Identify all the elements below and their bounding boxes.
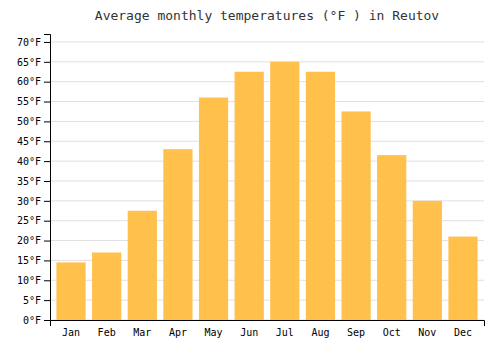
y-tick: 35°F [17,176,50,187]
y-tick-mark [44,42,50,43]
y-tick-label: 20°F [17,235,41,246]
y-tick-mark [44,201,50,202]
y-tick-mark [44,62,50,63]
bar [235,72,264,320]
title: Average monthly temperatures (°F ) in Re… [95,8,440,23]
y-tick-label: 10°F [17,275,41,286]
x-axis: Jan Feb Mar Apr May Jun Jul Aug Sep Oct Nov Dec [51,321,485,339]
grid [50,42,484,320]
bar [413,201,442,320]
bars [56,62,477,320]
y-tick-label: 5°F [23,295,41,306]
plot: 0°F 5°F 10°F 15°F 20°F 25°F 30°F 35°F 40°F 45°F 50… [17,35,485,339]
y-axis-line [44,35,51,321]
y-tick-label: 45°F [17,136,41,147]
x-tick: May [205,327,223,338]
grid-line [50,41,484,42]
y-tick-label: 60°F [17,76,41,87]
y-tick-mark [44,121,50,122]
bar [341,111,370,320]
y-tick: 60°F [17,76,50,87]
grid-line [50,61,484,62]
bar [92,252,121,320]
x-tick-label: Jul [276,327,294,338]
x-tick: Sep [347,327,365,338]
grid-line [50,180,484,181]
bar [448,237,477,320]
bar [163,149,192,320]
y-tick-mark [44,300,50,301]
y-tick-mark [44,141,50,142]
x-tick: Aug [311,327,329,338]
x-tick-label: Nov [418,327,436,338]
bar [56,262,85,320]
bar [128,211,157,320]
x-axis-line [51,321,485,327]
x-tick-label: Jun [240,327,258,338]
y-tick: 15°F [17,255,50,266]
y-tick: 55°F [17,96,50,107]
y-tick: 30°F [17,196,50,207]
x-tick-label: May [205,327,223,338]
y-tick: 40°F [17,156,50,167]
grid-line [50,161,484,162]
x-tick: Dec [454,327,472,338]
grid-line [50,141,484,142]
y-tick-mark [44,82,50,83]
y-tick: 10°F [17,275,50,286]
grid-line [50,101,484,102]
y-tick-label: 40°F [17,156,41,167]
y-tick-label: 35°F [17,176,41,187]
y-axis: 0°F 5°F 10°F 15°F 20°F 25°F 30°F 35°F 40°F 45°F 50… [17,35,51,326]
y-tick-label: 25°F [17,215,41,226]
y-tick: 20°F [17,235,50,246]
x-tick-label: Feb [98,327,116,338]
grid-line [50,81,484,82]
y-tick: 50°F [17,116,50,127]
y-tick: 65°F [17,57,50,68]
x-tick-label: Mar [133,327,151,338]
grid-line [50,121,484,122]
x-tick-label: Sep [347,327,365,338]
y-tick-mark [44,161,50,162]
x-tick: Feb [98,327,116,338]
y-tick-mark [44,241,50,242]
x-tick: Jul [276,327,294,338]
x-tick: Nov [418,327,436,338]
y-tick-mark [44,280,50,281]
y-tick-label: 70°F [17,37,41,48]
x-tick-label: Jan [62,327,80,338]
y-tick-label: 30°F [17,196,41,207]
bar [270,62,299,320]
x-tick: Jun [240,327,258,338]
x-tick: Oct [383,327,401,338]
x-tick-label: Apr [169,327,187,338]
x-tick: Jan [62,327,80,338]
y-tick-label: 55°F [17,96,41,107]
bar [199,98,228,320]
y-tick-mark [44,260,50,261]
y-tick: 5°F [23,295,50,306]
y-tick-mark [44,221,50,222]
y-tick-label: 50°F [17,116,41,127]
y-tick-label: 15°F [17,255,41,266]
bar [306,72,335,320]
x-tick-label: Oct [383,327,401,338]
x-tick-label: Dec [454,327,472,338]
y-tick: 70°F [17,37,50,48]
y-tick-label: 0°F [23,315,41,326]
y-tick-mark [44,102,50,103]
x-tick-label: Aug [311,327,329,338]
x-tick: Mar [133,327,151,338]
y-tick: 45°F [17,136,50,147]
y-tick-mark [44,181,50,182]
chart: 0°F 5°F 10°F 15°F 20°F 25°F 30°F 35°F 40°F 45°F 50… [0,0,500,350]
y-tick-label: 65°F [17,57,41,68]
x-tick: Apr [169,327,187,338]
y-tick: 0°F [23,315,50,326]
y-tick: 25°F [17,215,50,226]
y-tick-mark [44,320,50,321]
bar [377,155,406,320]
